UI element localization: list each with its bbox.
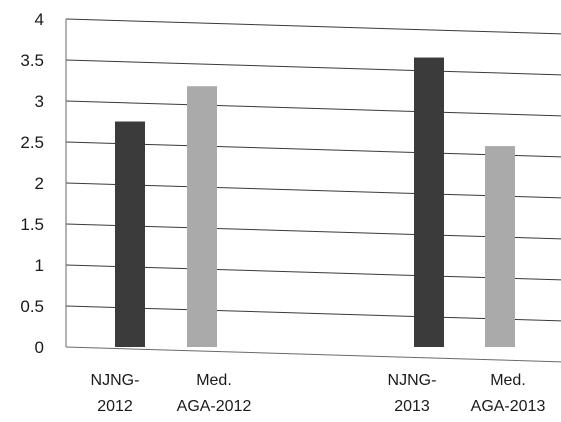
x-tick-label: Med. (196, 372, 232, 389)
gridline (65, 305, 561, 322)
gridline (65, 100, 561, 117)
gridlines (65, 18, 561, 363)
x-tick-label: Med. (490, 372, 526, 389)
gridline (65, 223, 561, 240)
bars (115, 57, 515, 348)
gridline (65, 18, 561, 35)
x-axis-baseline (65, 346, 561, 363)
y-axis: 0 0.5 1 1.5 2 2.5 3 3.5 4 (20, 10, 67, 357)
y-tick-label: 2 (35, 174, 44, 193)
y-tick-label: 1 (35, 256, 44, 275)
x-tick-label: 2012 (97, 398, 133, 415)
bar (115, 121, 145, 347)
x-tick-label: NJNG- (388, 372, 437, 389)
bar (187, 86, 217, 348)
x-tick-label: AGA-2013 (471, 398, 546, 415)
gridline (65, 141, 561, 158)
x-axis: NJNG- 2012 Med. AGA-2012 NJNG- 2013 Med. AGA-20… (91, 372, 546, 415)
gridline (65, 264, 561, 281)
y-tick-label: 0 (35, 338, 44, 357)
x-tick-label: NJNG- (91, 372, 140, 389)
gridline (65, 59, 561, 76)
bar (485, 146, 515, 347)
x-tick-label: 2013 (394, 398, 430, 415)
y-tick-label: 3 (35, 92, 44, 111)
y-tick-label: 1.5 (20, 215, 44, 234)
x-tick-label: AGA-2012 (177, 398, 252, 415)
y-tick-label: 2.5 (20, 133, 44, 152)
y-tick-label: 4 (35, 10, 44, 29)
y-tick-label: 3.5 (20, 51, 44, 70)
gridline (65, 182, 561, 199)
y-tick-label: 0.5 (20, 297, 44, 316)
bar (414, 57, 444, 347)
